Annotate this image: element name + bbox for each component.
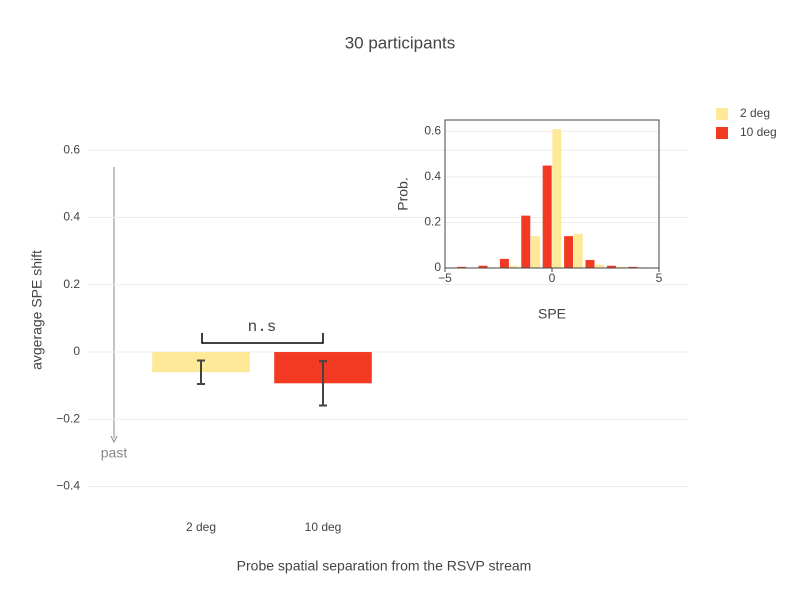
x-axis-label: Probe spatial separation from the RSVP s… — [237, 558, 532, 574]
y-tick-label: −0.2 — [56, 411, 80, 425]
y-tick-label: 0.6 — [63, 142, 80, 156]
y-axis-label: avgerage SPE shift — [29, 250, 45, 370]
x-tick-label: 0 — [549, 271, 556, 285]
y-tick-label: 0 — [73, 344, 80, 358]
legend-label: 10 deg — [740, 125, 777, 139]
bar — [628, 266, 638, 268]
chart-title: 30 participants — [345, 33, 456, 52]
bar — [595, 264, 605, 268]
bar — [521, 215, 531, 268]
error-bar — [319, 360, 327, 407]
bar — [457, 266, 467, 268]
bar — [478, 265, 488, 268]
bar — [509, 265, 519, 268]
inset-frame — [444, 119, 660, 269]
bar — [542, 165, 552, 268]
legend-label: 2 deg — [740, 106, 770, 120]
y-tick-label: 0 — [434, 260, 441, 274]
bar — [616, 266, 626, 268]
bar — [552, 129, 562, 268]
x-tick-label: 10 deg — [305, 520, 342, 534]
x-tick-label: 2 deg — [186, 520, 216, 534]
x-tick-label: 5 — [656, 271, 663, 285]
x-axis-label: SPE — [538, 306, 566, 322]
bar — [530, 236, 540, 268]
y-tick-label: 0.4 — [424, 169, 441, 183]
arrow-head — [110, 435, 118, 444]
bar — [573, 233, 583, 268]
bar — [585, 260, 595, 268]
bracket — [201, 333, 324, 344]
bar — [499, 258, 509, 268]
y-tick-label: 0.6 — [424, 124, 441, 138]
bar — [564, 236, 574, 268]
x-tick-label: −5 — [438, 271, 452, 285]
legend-swatch — [716, 127, 728, 139]
annotation: n.s — [248, 318, 277, 336]
y-tick-label: 0.4 — [63, 210, 80, 224]
bar — [606, 265, 616, 268]
y-tick-label: −0.4 — [56, 479, 80, 493]
y-axis-label: Prob. — [395, 177, 411, 210]
y-tick-label: 0.2 — [424, 215, 441, 229]
error-bar — [197, 359, 205, 385]
annotation: past — [101, 445, 128, 461]
legend-swatch — [716, 108, 728, 120]
y-tick-label: 0.2 — [63, 277, 80, 291]
